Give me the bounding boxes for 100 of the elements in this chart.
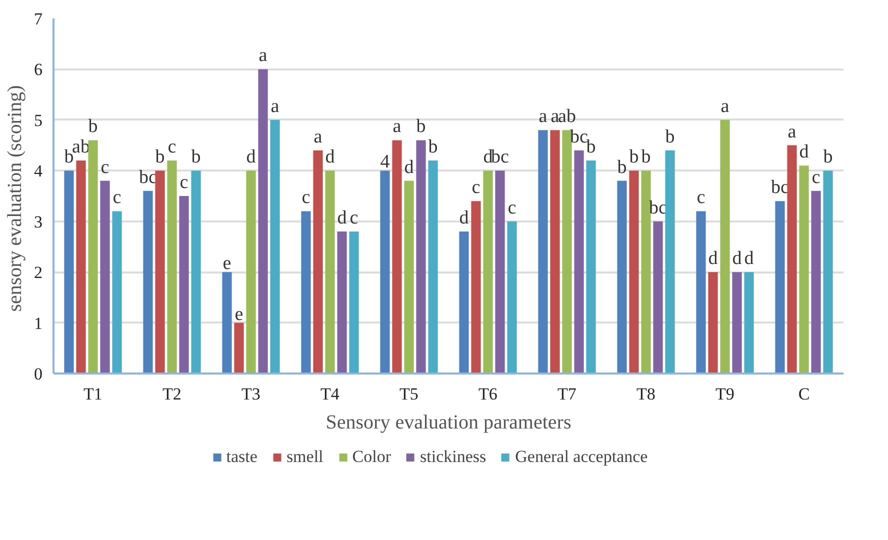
bar [732, 272, 742, 374]
bar [653, 221, 663, 374]
data-label: d [404, 156, 414, 178]
legend-label: smell [286, 447, 324, 467]
data-label: c [112, 187, 122, 208]
data-label: c [168, 136, 176, 158]
bar [313, 150, 323, 374]
data-label: a [788, 121, 797, 142]
bar [823, 170, 833, 374]
x-tick-label: T1 [84, 384, 102, 404]
bar [483, 170, 493, 374]
bar [550, 130, 560, 374]
data-label: a [538, 106, 548, 128]
bar [720, 120, 730, 374]
bar [191, 170, 201, 374]
data-label: b [617, 156, 627, 178]
bar [64, 170, 74, 374]
legend-label: taste [226, 447, 258, 467]
data-label: d [246, 146, 256, 168]
bar [617, 180, 627, 374]
data-label: b [64, 146, 74, 168]
legend-label: Color [352, 447, 392, 467]
data-label: a [270, 96, 280, 117]
bar [416, 140, 426, 374]
data-label: b [823, 146, 833, 168]
bar [641, 170, 651, 374]
x-tick-label: T5 [400, 384, 418, 404]
y-axis-title: sensory evaluation (scoring) [4, 85, 26, 312]
data-label: a [720, 96, 730, 117]
data-label: d [337, 208, 348, 228]
y-tick-label: 0 [34, 364, 42, 384]
data-label: c [100, 156, 110, 178]
data-label: bc [139, 166, 157, 188]
data-label: c [508, 197, 516, 218]
y-tick-label: 4 [34, 162, 43, 181]
bar [88, 140, 98, 374]
x-tick-label: T7 [558, 384, 577, 404]
bar [708, 272, 718, 374]
data-label: b [88, 116, 98, 138]
bar [380, 170, 390, 374]
data-label: a [314, 126, 323, 148]
data-label: b [416, 116, 426, 138]
bar [459, 232, 469, 374]
data-label: d [459, 208, 470, 228]
bar [167, 160, 177, 374]
data-label: e [234, 304, 244, 325]
data-label: ab [558, 106, 576, 128]
bar [562, 130, 572, 374]
y-tick-label: 1 [34, 314, 42, 333]
data-label: c [696, 187, 706, 208]
data-label: d [744, 248, 754, 270]
x-axis-title: Sensory evaluation parameters [326, 412, 572, 434]
data-label: b [641, 146, 651, 168]
data-label: d [732, 248, 742, 270]
y-tick-label: 3 [34, 212, 42, 232]
bar [495, 170, 505, 374]
bar [574, 150, 584, 374]
bar [696, 211, 706, 374]
data-label: bc [771, 177, 789, 198]
data-label: a [392, 116, 402, 138]
data-label: d [325, 146, 336, 168]
data-label: d [483, 146, 494, 168]
x-tick-label: T2 [162, 384, 182, 404]
bar [428, 160, 438, 374]
bar [258, 69, 268, 374]
bar [629, 170, 639, 374]
bar [100, 180, 110, 374]
data-label: b [428, 136, 438, 158]
bar [586, 160, 596, 374]
data-label: c [350, 208, 358, 228]
bar [775, 201, 785, 374]
bar [179, 196, 189, 374]
data-label: b [155, 146, 165, 168]
x-tick-label: T3 [242, 384, 260, 404]
data-label: a [550, 106, 560, 128]
legend-label: stickiness [420, 447, 486, 467]
bar [337, 232, 347, 374]
y-tick-label: 7 [34, 10, 43, 28]
data-label: c [302, 187, 310, 208]
x-tick-label: T6 [478, 384, 498, 404]
data-label: bc [491, 146, 509, 168]
legend-label: General acceptance [515, 447, 648, 467]
y-tick-label: 2 [34, 263, 42, 282]
x-tick-label: C [798, 384, 810, 404]
bar [222, 272, 232, 374]
bar [471, 201, 481, 374]
bar [538, 130, 548, 374]
data-label: d [799, 142, 810, 163]
data-label: ab [72, 136, 90, 158]
x-tick-label: T8 [636, 384, 656, 404]
bar [325, 170, 335, 374]
bar [155, 170, 165, 374]
bar [799, 166, 809, 374]
x-tick-label: T9 [716, 384, 734, 404]
data-label: e [222, 253, 232, 274]
bar [349, 232, 359, 374]
data-label: b [586, 136, 596, 158]
data-label: d [708, 248, 718, 270]
bar [143, 190, 153, 374]
bar [404, 180, 414, 374]
